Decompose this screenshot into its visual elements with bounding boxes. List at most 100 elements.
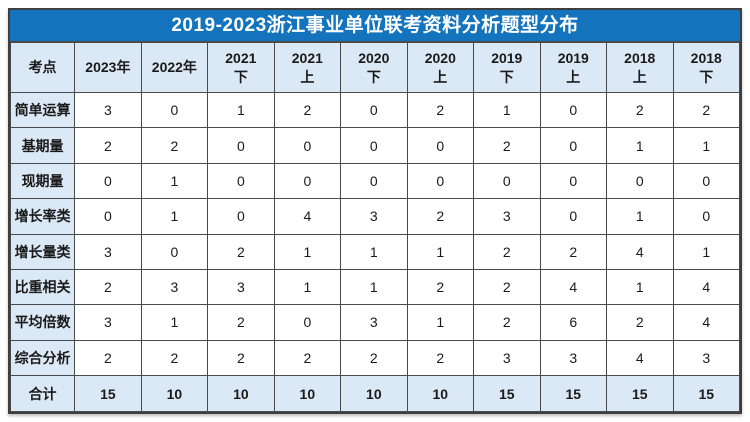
table-cell: 0 xyxy=(672,198,740,235)
table-cell: 2 xyxy=(207,233,275,270)
column-header: 2020 下 xyxy=(340,42,408,93)
corner-header: 考点 xyxy=(9,42,76,93)
row-label: 增长率类 xyxy=(9,198,76,235)
row-label: 现期量 xyxy=(9,162,76,200)
row-label: 增长量类 xyxy=(9,233,76,270)
table-cell: 1 xyxy=(340,233,408,270)
table-cell: 0 xyxy=(273,127,342,164)
table-cell: 0 xyxy=(140,233,209,270)
table-cell: 2 xyxy=(74,127,142,164)
table-cell: 0 xyxy=(340,91,408,129)
table-cell: 4 xyxy=(606,339,674,377)
table-cell: 1 xyxy=(606,127,674,164)
row-label: 平均倍数 xyxy=(9,304,76,341)
table-cell: 1 xyxy=(140,198,209,235)
table-cell: 15 xyxy=(74,375,142,412)
table-cell: 0 xyxy=(273,304,342,341)
table-row: 平均倍数 3 1 2 0 3 1 2 6 2 4 xyxy=(9,304,740,341)
table-cell: 2 xyxy=(340,339,408,377)
row-label: 比重相关 xyxy=(9,268,76,306)
table-cell: 1 xyxy=(473,91,541,129)
table-cell: 0 xyxy=(207,198,275,235)
table-cell: 3 xyxy=(473,198,541,235)
data-table: 考点 2023年 2022年 2021 下 2021 上 2020 下 2020 上 2019 下 201… xyxy=(9,42,740,412)
table-cell: 0 xyxy=(406,127,475,164)
table-cell: 2 xyxy=(406,339,475,377)
table-cell: 2 xyxy=(406,91,475,129)
table-cell: 2 xyxy=(140,127,209,164)
table-cell: 2 xyxy=(473,304,541,341)
table-row: 比重相关 2 3 3 1 1 2 2 4 1 4 xyxy=(9,268,740,306)
table-cell: 2 xyxy=(606,91,674,129)
table-cell: 4 xyxy=(539,268,608,306)
column-header: 2019 上 xyxy=(539,42,608,93)
table-cell: 0 xyxy=(140,91,209,129)
table-cell: 2 xyxy=(406,198,475,235)
table-row: 综合分析 2 2 2 2 2 2 3 3 4 3 xyxy=(9,339,740,377)
table-cell: 10 xyxy=(273,375,342,412)
table-cell: 2 xyxy=(273,91,342,129)
table-cell: 3 xyxy=(74,233,142,270)
table-cell: 2 xyxy=(74,339,142,377)
column-header: 2018 下 xyxy=(672,42,740,93)
table-cell: 0 xyxy=(340,127,408,164)
table-cell: 4 xyxy=(672,268,740,306)
table-cell: 10 xyxy=(340,375,408,412)
table-cell: 0 xyxy=(539,91,608,129)
table-cell: 10 xyxy=(140,375,209,412)
table-cell: 1 xyxy=(406,304,475,341)
table-cell: 1 xyxy=(406,233,475,270)
table-cell: 0 xyxy=(207,127,275,164)
table-cell: 4 xyxy=(606,233,674,270)
column-header: 2020 上 xyxy=(406,42,475,93)
row-label: 简单运算 xyxy=(9,91,76,129)
table-cell: 1 xyxy=(273,233,342,270)
table-cell: 1 xyxy=(606,198,674,235)
table-cell: 1 xyxy=(672,233,740,270)
table-cell: 3 xyxy=(340,198,408,235)
table-cell: 15 xyxy=(539,375,608,412)
row-label: 综合分析 xyxy=(9,339,76,377)
table-cell: 2 xyxy=(473,233,541,270)
table-cell: 15 xyxy=(473,375,541,412)
row-label: 合计 xyxy=(9,375,76,412)
table-cell: 6 xyxy=(539,304,608,341)
table-title: 2019-2023浙江事业单位联考资料分析题型分布 xyxy=(10,10,740,42)
table-cell: 15 xyxy=(672,375,740,412)
table-cell: 1 xyxy=(340,268,408,306)
table-cell: 0 xyxy=(539,162,608,200)
table-cell: 1 xyxy=(273,268,342,306)
table-cell: 2 xyxy=(672,91,740,129)
total-row: 合计 15 10 10 10 10 10 15 15 15 15 xyxy=(9,375,740,412)
table-cell: 0 xyxy=(539,198,608,235)
column-header: 2022年 xyxy=(140,42,209,93)
column-header: 2023年 xyxy=(74,42,142,93)
table-cell: 0 xyxy=(340,162,408,200)
table-cell: 2 xyxy=(273,339,342,377)
table-cell: 2 xyxy=(406,268,475,306)
table-row: 增长量类 3 0 2 1 1 1 2 2 4 1 xyxy=(9,233,740,270)
table-cell: 0 xyxy=(606,162,674,200)
table-cell: 10 xyxy=(207,375,275,412)
table-cell: 3 xyxy=(340,304,408,341)
exam-distribution-table: 2019-2023浙江事业单位联考资料分析题型分布 考点 2023年 2022年 20… xyxy=(8,8,742,414)
column-header: 2018 上 xyxy=(606,42,674,93)
table-cell: 10 xyxy=(406,375,475,412)
table-cell: 3 xyxy=(140,268,209,306)
table-cell: 0 xyxy=(273,162,342,200)
column-header: 2021 下 xyxy=(207,42,275,93)
table-cell: 4 xyxy=(672,304,740,341)
table-row: 现期量 0 1 0 0 0 0 0 0 0 0 xyxy=(9,162,740,200)
column-header: 2019 下 xyxy=(473,42,541,93)
column-header: 2021 上 xyxy=(273,42,342,93)
table-cell: 1 xyxy=(606,268,674,306)
table-cell: 4 xyxy=(273,198,342,235)
table-cell: 1 xyxy=(140,304,209,341)
table-cell: 3 xyxy=(74,91,142,129)
table-cell: 1 xyxy=(672,127,740,164)
table-cell: 2 xyxy=(539,233,608,270)
row-label: 基期量 xyxy=(9,127,76,164)
table-cell: 2 xyxy=(473,127,541,164)
header-row: 考点 2023年 2022年 2021 下 2021 上 2020 下 2020 上 2019 下 201… xyxy=(9,42,740,93)
table-cell: 0 xyxy=(406,162,475,200)
